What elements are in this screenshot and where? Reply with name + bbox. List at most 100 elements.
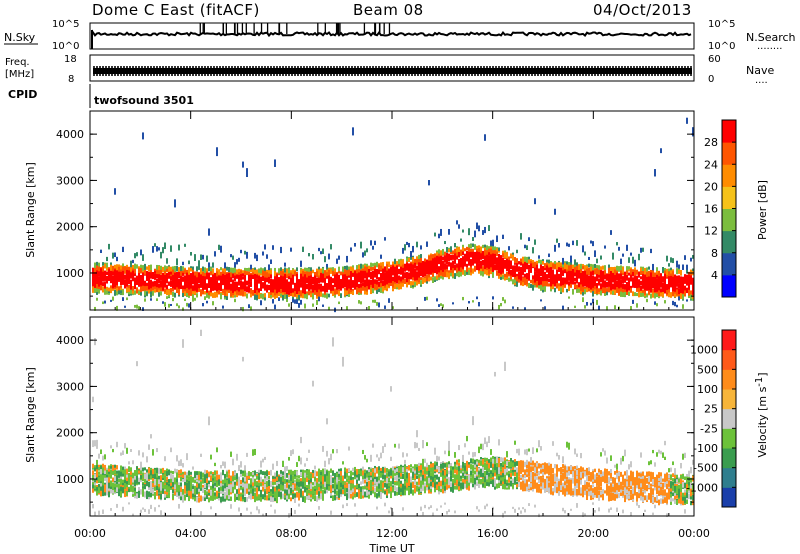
range-cell <box>468 250 470 257</box>
range-cell <box>152 271 154 277</box>
range-cell <box>634 267 636 273</box>
range-cell <box>172 277 174 282</box>
range-cell <box>440 255 442 260</box>
range-cell <box>520 270 522 276</box>
range-cell-near <box>504 299 506 304</box>
range-cell <box>112 282 114 288</box>
range-cell <box>588 285 590 291</box>
range-cell <box>490 270 492 275</box>
range-cell <box>688 289 690 296</box>
range-cell <box>376 268 378 274</box>
range-cell <box>638 287 640 292</box>
range-cell <box>404 272 406 279</box>
range-cell <box>568 277 570 281</box>
range-cell-near <box>372 299 374 303</box>
range-cell <box>400 278 402 283</box>
range-cell <box>624 279 626 283</box>
range-cell <box>148 276 150 282</box>
range-cell <box>204 291 206 295</box>
range-cell-upper <box>588 256 590 260</box>
range-cell <box>152 291 154 296</box>
range-cell <box>198 283 200 288</box>
range-cell-near <box>574 305 576 309</box>
range-cell-upper <box>558 243 560 248</box>
range-cell <box>626 289 628 295</box>
range-cell-near <box>184 298 186 302</box>
range-cell <box>580 286 582 291</box>
noise-right-tick-bottom: 10^0 <box>708 41 735 52</box>
range-cell <box>266 286 268 290</box>
range-cell <box>482 252 484 257</box>
range-cell <box>580 278 582 284</box>
range-cell <box>106 286 108 291</box>
range-cell-near <box>614 305 616 310</box>
range-cell <box>420 280 422 286</box>
range-cell <box>524 264 526 270</box>
range-cell-upper <box>462 229 464 233</box>
range-cell <box>196 285 198 290</box>
range-cell <box>438 266 440 270</box>
range-cell <box>540 284 542 291</box>
range-cell-upper <box>212 262 214 268</box>
range-cell <box>276 272 278 277</box>
range-cell <box>214 274 216 279</box>
range-cell <box>244 279 246 283</box>
range-cell <box>678 278 680 283</box>
range-cell-upper <box>618 246 620 251</box>
range-cell <box>536 281 538 287</box>
range-cell <box>634 292 636 296</box>
range-cell <box>646 277 648 282</box>
range-cell <box>446 271 448 277</box>
range-cell <box>344 287 346 293</box>
range-cell <box>144 263 146 270</box>
range-cell <box>642 279 644 285</box>
range-cell <box>356 288 358 295</box>
range-cell <box>348 279 350 283</box>
range-cell <box>576 272 578 277</box>
range-cell <box>360 270 362 276</box>
range-cell <box>338 281 340 288</box>
range-cell <box>168 281 170 286</box>
range-cell <box>498 270 500 277</box>
range-cell <box>554 278 556 283</box>
range-cell <box>590 288 592 293</box>
range-cell <box>432 272 434 277</box>
range-cell <box>494 259 496 265</box>
range-cell <box>158 289 160 294</box>
range-cell <box>606 281 608 288</box>
range-cell <box>152 281 154 287</box>
range-cell <box>220 293 222 299</box>
range-cell <box>668 274 670 279</box>
range-cell <box>132 286 134 291</box>
range-cell <box>568 273 570 279</box>
range-cell <box>464 261 466 266</box>
range-cell <box>278 272 280 276</box>
range-cell <box>306 283 308 290</box>
range-cell <box>228 273 230 279</box>
range-cell-upper <box>562 257 564 265</box>
range-cell <box>340 271 342 276</box>
range-cell <box>502 257 504 263</box>
range-cell <box>260 267 262 274</box>
range-cell <box>586 268 588 275</box>
range-cell <box>144 283 146 288</box>
range-cell <box>190 277 192 282</box>
range-cell-upper <box>324 256 326 263</box>
range-cell <box>196 293 198 298</box>
range-cell-upper <box>122 246 124 253</box>
range-cell <box>594 285 596 290</box>
range-cell <box>478 248 480 253</box>
range-cell <box>182 289 184 293</box>
range-cell <box>120 276 122 282</box>
range-cell <box>532 279 534 284</box>
range-cell <box>270 274 272 279</box>
range-cell <box>582 283 584 287</box>
range-cell <box>148 284 150 290</box>
range-cell <box>136 275 138 279</box>
range-cell <box>584 269 586 274</box>
range-cell <box>146 282 148 286</box>
range-cell <box>140 281 142 286</box>
range-cell <box>570 278 572 285</box>
range-cell <box>580 263 582 270</box>
range-cell <box>562 264 564 271</box>
